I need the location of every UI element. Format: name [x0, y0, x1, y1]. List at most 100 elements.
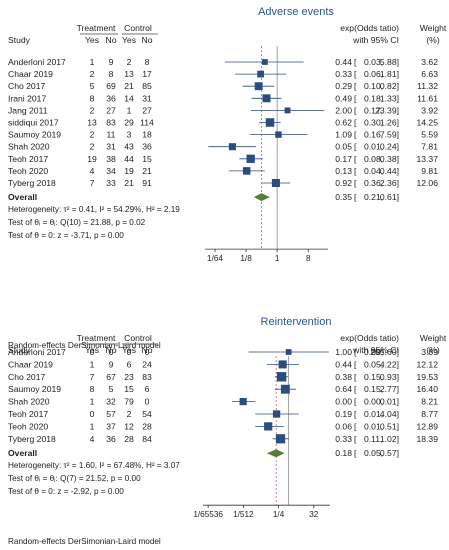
- study-name: Teoh 2017: [8, 409, 48, 419]
- header-control: Control: [124, 333, 152, 343]
- ci-upper: 0.93]: [380, 372, 399, 382]
- control-no-value: 27: [142, 105, 152, 115]
- x-tick-label: 1/4: [273, 510, 285, 519]
- ci-bracket: [: [354, 359, 357, 369]
- overall-ci-lower: 0.05,: [364, 448, 383, 458]
- panel-title: Adverse events: [258, 6, 334, 18]
- control-yes-value: 2: [127, 409, 132, 419]
- effect-estimate: 0.29: [335, 81, 352, 91]
- header-control-yes: Yes: [122, 35, 136, 45]
- ci-lower: 0.10,: [364, 81, 383, 91]
- ci-lower: 0.08,: [364, 154, 383, 164]
- study-marker: [228, 143, 236, 151]
- ci-upper: 0.82]: [380, 81, 399, 91]
- ci-lower: 0.01,: [364, 421, 383, 431]
- control-yes-value: 6: [127, 359, 132, 369]
- treatment-no-value: 9: [109, 359, 114, 369]
- overall-estimate: 0.35: [335, 192, 352, 202]
- effect-estimate: 2.00: [335, 105, 352, 115]
- ci-bracket: [: [354, 178, 357, 188]
- study-marker: [262, 59, 268, 65]
- study-name: Teoh 2020: [8, 421, 48, 431]
- study-marker: [264, 422, 273, 431]
- study-weight: 13.37: [416, 154, 438, 164]
- ci-upper: 0.01]: [380, 397, 399, 407]
- study-weight: 18.39: [416, 434, 438, 444]
- ci-upper: 255.60]: [370, 347, 399, 357]
- ci-upper: 0.24]: [380, 142, 399, 152]
- control-yes-value: 1: [127, 105, 132, 115]
- effect-estimate: 0.44: [335, 359, 352, 369]
- header-effect: exp(Odds tatio): [340, 333, 399, 343]
- x-tick-label: 1/8: [240, 254, 252, 263]
- effect-estimate: 1.09: [335, 130, 352, 140]
- ci-upper: 0.44]: [380, 166, 399, 176]
- header-treatment-yes: Yes: [85, 35, 99, 45]
- treatment-no-value: 0: [109, 347, 114, 357]
- x-tick-label: 1: [275, 254, 280, 263]
- ci-lower: 0.17,: [364, 105, 383, 115]
- treatment-no-value: 67: [106, 372, 116, 382]
- effect-estimate: 0.64: [335, 384, 352, 394]
- ci-upper: 7.59]: [380, 130, 399, 140]
- header-effect-ci: with 95% CI: [352, 345, 399, 355]
- study-weight: 14.25: [416, 118, 438, 128]
- ci-upper: 4.04]: [380, 409, 399, 419]
- control-no-value: 24: [142, 359, 152, 369]
- heterogeneity-stat: Heterogeneity: τ² = 1.60, I² = 67.48%, H…: [8, 461, 180, 470]
- treatment-no-value: 31: [106, 142, 116, 152]
- control-no-value: 28: [142, 421, 152, 431]
- study-weight: 12.06: [416, 178, 438, 188]
- control-yes-value: 23: [124, 372, 134, 382]
- study-weight: 12.12: [416, 359, 438, 369]
- control-no-value: 0: [145, 397, 150, 407]
- heterogeneity-stat: Test of θ = 0: z = -2.92, p = 0.00: [8, 487, 124, 496]
- header-weight: Weight: [420, 23, 447, 33]
- header-treatment: Treatment: [77, 333, 116, 343]
- study-name: Saumoy 2019: [8, 130, 61, 140]
- ci-upper: 23.39]: [375, 105, 399, 115]
- treatment-no-value: 36: [106, 434, 116, 444]
- effect-estimate: 0.05: [335, 142, 352, 152]
- x-tick-label: 1/65536: [193, 510, 223, 519]
- ci-bracket: [: [354, 69, 357, 79]
- control-no-value: 31: [142, 93, 152, 103]
- heterogeneity-stat: Heterogeneity: τ² = 0.41, I² = 54.29%, H…: [8, 205, 180, 214]
- effect-estimate: 0.17: [335, 154, 352, 164]
- ci-bracket: [: [354, 142, 357, 152]
- control-no-value: 21: [142, 166, 152, 176]
- treatment-yes-value: 0: [90, 347, 95, 357]
- ci-upper: 0.51]: [380, 421, 399, 431]
- header-weight-unit: (%): [426, 35, 440, 45]
- control-yes-value: 14: [124, 93, 134, 103]
- ci-lower: 0.04,: [364, 166, 383, 176]
- ci-bracket: [: [354, 384, 357, 394]
- ci-lower: 0.36,: [364, 178, 383, 188]
- treatment-yes-value: 1: [90, 421, 95, 431]
- study-marker: [284, 107, 291, 114]
- study-weight: 8.21: [421, 397, 438, 407]
- control-yes-value: 12: [124, 421, 134, 431]
- study-marker: [275, 434, 286, 444]
- header-control-no: No: [142, 345, 153, 355]
- control-yes-value: 43: [124, 142, 134, 152]
- study-weight: 11.32: [417, 81, 438, 91]
- overall-ci-lower: 0.21,: [364, 192, 383, 202]
- x-tick-label: 1/512: [233, 510, 254, 519]
- control-yes-value: 19: [124, 166, 134, 176]
- study-weight: 12.89: [416, 421, 438, 431]
- ci-lower: 0.15,: [364, 384, 383, 394]
- header-effect-ci: with 95% CI: [352, 35, 399, 45]
- study-name: Anderloni 2017: [8, 347, 66, 357]
- study-name: Saumoy 2019: [8, 384, 61, 394]
- study-name: Cho 2017: [8, 372, 45, 382]
- ci-upper: 1.81]: [380, 69, 399, 79]
- heterogeneity-stat: Test of θ = 0: z = -3.71, p = 0.00: [8, 231, 124, 240]
- control-yes-value: 44: [124, 154, 134, 164]
- effect-estimate: 0.49: [335, 93, 352, 103]
- study-weight: 3.69: [421, 347, 438, 357]
- ci-bracket: [: [354, 154, 357, 164]
- overall-ci-upper: 0.57]: [380, 448, 399, 458]
- ci-bracket: [: [354, 192, 357, 202]
